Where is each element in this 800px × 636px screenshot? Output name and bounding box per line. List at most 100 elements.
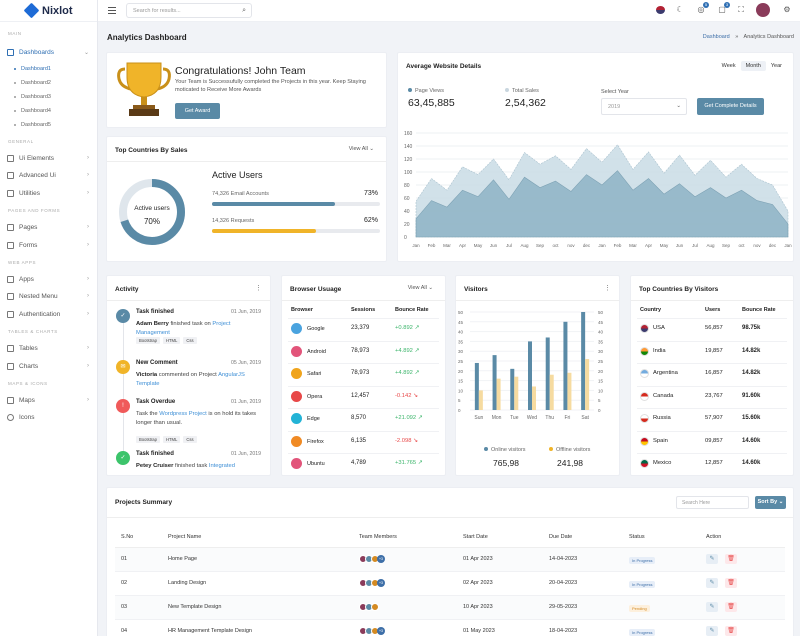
menu-toggle-icon[interactable] [108,7,116,14]
edit-icon[interactable]: ✎ [706,554,718,564]
more-icon[interactable]: ⋮ [604,285,611,292]
activity-title: Task finished [136,451,174,457]
country-name: Spain [653,437,668,444]
requests-progress-fill [212,229,317,233]
browser-sessions: 78,973 [351,370,370,376]
browser-bounce: -0.142 ↘ [395,392,418,399]
y-tick-label: 15 [458,379,464,384]
section-web-apps: WEB APPS [8,260,37,265]
edit-icon[interactable]: ✎ [706,578,718,588]
sidebar-item-advanced-ui[interactable]: Advanced Ui › [7,170,89,180]
member-avatar[interactable] [371,603,379,611]
home-icon [7,48,14,56]
edit-icon[interactable]: ✎ [706,602,718,612]
sidebar-item-utilities[interactable]: Utilities › [7,188,89,198]
email-progress-fill [212,202,335,206]
sidebar-sub-dashboard1[interactable]: Dashboard1 [14,66,51,72]
divider [107,161,386,162]
sidebar-item-maps[interactable]: Maps › [7,395,89,405]
sidebar-sub-dashboard3[interactable]: Dashboard3 [14,94,51,100]
country-bounce: 98.75k [742,325,761,331]
delete-icon[interactable]: 🗑 [725,578,737,588]
select-year-label: Select Year [601,89,629,95]
sidebar-item-dashboards[interactable]: Dashboards ⌄ [7,47,89,57]
sidebar-item-charts[interactable]: Charts › [7,361,89,371]
breadcrumb-home[interactable]: Dashboard [702,34,730,40]
activity-user[interactable]: Adam Berry [136,321,169,327]
sidebar-item-forms[interactable]: Forms › [7,240,89,250]
gear-icon[interactable]: ⚙ [783,5,791,14]
sidebar-sub-dashboard2[interactable]: Dashboard2 [14,80,51,86]
y-tick-label: 45 [458,320,464,325]
sidebar-item-pages[interactable]: Pages › [7,222,89,232]
col-status: Status [629,534,645,540]
country-name: India [653,347,666,354]
member-count[interactable]: +3 [377,555,385,563]
x-tick-label: May [660,243,669,248]
year-select[interactable]: 2019 ⌄ [601,98,687,115]
y-tick-label: 25 [458,359,464,364]
more-icon[interactable]: ⋮ [255,285,262,292]
tag: Css [183,337,197,344]
activity-user[interactable]: Petey Cruiser [136,463,174,469]
activity-icon: ✉ [116,360,130,374]
moon-icon[interactable]: ☾ [676,5,684,14]
get-award-button[interactable]: Get Award [175,103,220,119]
brand-logo[interactable]: Nixlot [0,0,97,22]
get-complete-details-button[interactable]: Get Complete Details [697,98,764,115]
language-flag-icon[interactable] [656,6,665,14]
edit-icon[interactable]: ✎ [706,626,718,636]
sidebar-sub-dashboard4[interactable]: Dashboard4 [14,108,51,114]
delete-icon[interactable]: 🗑 [725,554,737,564]
search-input[interactable]: Search for results... ⌕ [126,3,252,18]
cart-icon[interactable]: ▢ 3 [718,2,730,14]
project-header-row: S.No Project Name Team Members Start Dat… [115,526,785,548]
search-icon[interactable]: ⌕ [242,7,246,14]
y2-tick-label: 25 [598,359,604,364]
sidebar-item-ui-elements[interactable]: Ui Elements › [7,153,89,163]
browser-usage-title: Browser Usuage [290,286,342,293]
table-row: 03 New Template Design 10 Apr 2023 29-05-20… [115,596,785,620]
grid-icon [7,275,14,283]
project-search-input[interactable]: Search Here [676,496,749,509]
sidebar-item-nested-menu[interactable]: Nested Menu › [7,291,89,301]
activity-link[interactable]: Integrated [208,463,235,469]
browser-view-all[interactable]: View All ⌄ [407,285,433,291]
donut-percent: 70% [143,217,160,226]
countries-visitors-card: Top Countries By Visitors Country Users … [630,275,794,476]
box-icon [7,171,14,179]
countries-sales-title: Top Countries By Sales [115,147,188,154]
chevron-right-icon: › [87,276,89,282]
sidebar-item-authentication[interactable]: Authentication › [7,309,89,319]
tab-month[interactable]: Month [740,61,766,71]
sidebar-sub-dashboard5[interactable]: Dashboard5 [14,122,51,128]
sidebar-item-apps[interactable]: Apps › [7,274,89,284]
activity-link[interactable]: Project Management [136,321,231,336]
x-tick-label: Sep [722,243,731,248]
activity-link[interactable]: AngularJS Template [136,372,245,387]
bar-offline-mon [496,378,501,410]
notification-icon[interactable]: ◎ 5 [697,2,709,14]
avatar[interactable] [756,3,770,17]
project-start: 01 May 2023 [463,628,495,634]
requests-percent: 62% [363,217,378,224]
view-all-dropdown[interactable]: View All ⌄ [348,146,374,152]
congrats-title: Congratulations! John Team [175,65,306,77]
y-tick-label: 0 [404,235,407,241]
menu-icon [7,292,14,300]
bar-online-wed [528,341,532,410]
fullscreen-icon[interactable]: ⛶ [738,5,744,14]
activity-user[interactable]: Victoria [136,372,158,378]
activity-link[interactable]: Wordpress Project [159,411,207,417]
delete-icon[interactable]: 🗑 [725,602,737,612]
sort-by-button[interactable]: Sort By ⌄ [755,496,786,509]
delete-icon[interactable]: 🗑 [725,626,737,636]
section-maps-icons: MAPS & ICONS [8,381,48,386]
member-count[interactable]: +3 [377,579,385,587]
member-count[interactable]: +3 [377,627,385,635]
y-tick-label: 80 [404,183,410,189]
sidebar-item-icons[interactable]: Icons [7,412,89,422]
tab-week[interactable]: Week [721,63,736,69]
sidebar-item-tables[interactable]: Tables › [7,343,89,353]
tab-year[interactable]: Year [770,63,782,69]
